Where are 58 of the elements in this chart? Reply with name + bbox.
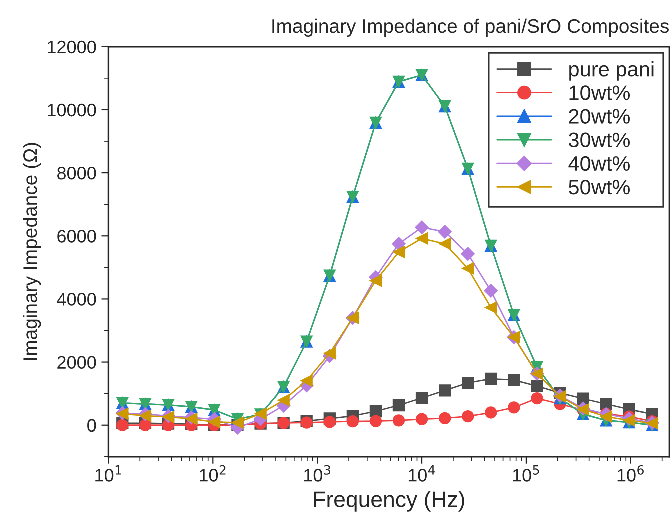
x-tick-label: 10$^{1}$ — [96, 466, 122, 482]
x-tick-label: 10$^{3}$ — [304, 465, 330, 482]
chart-title: Imaginary Impedance of pani/SrO Composites — [272, 18, 669, 38]
point — [600, 410, 612, 423]
point — [416, 413, 428, 426]
point — [439, 412, 452, 425]
y-tick-label: 10000 — [48, 104, 96, 117]
x-tick-label: 10$^{4}$ — [408, 466, 436, 482]
point — [508, 374, 520, 386]
point — [415, 220, 429, 235]
point — [392, 237, 406, 251]
legend-label: 50wt% — [569, 180, 630, 195]
point — [416, 392, 428, 404]
x-tick-label: 10$^{5}$ — [513, 466, 540, 482]
point — [462, 377, 474, 390]
legend-label: pure pani — [570, 61, 654, 81]
y-tick-label: 12000 — [48, 40, 96, 54]
point — [324, 347, 336, 360]
y-tick-label: 4000 — [57, 293, 96, 306]
point — [461, 247, 476, 262]
x-tick-label: 10$^{2}$ — [200, 465, 226, 482]
y-tick-label: 8000 — [58, 166, 96, 180]
x-axis-title: Frequency (Hz) — [314, 491, 464, 512]
legend-label: 40wt% — [568, 156, 630, 172]
y-tick-label: 0 — [88, 419, 96, 432]
point — [462, 410, 474, 423]
y-tick-label: 2000 — [58, 356, 96, 370]
y-tick-label: 6000 — [58, 230, 96, 243]
legend-label: 10wt% — [570, 86, 630, 100]
point — [439, 384, 452, 397]
point — [392, 399, 406, 412]
point — [139, 410, 152, 422]
point — [392, 414, 406, 427]
point — [485, 372, 498, 386]
point — [485, 302, 498, 314]
point — [232, 416, 244, 429]
point — [278, 394, 290, 407]
point — [462, 262, 474, 275]
point — [484, 284, 498, 298]
point — [438, 225, 452, 239]
y-axis-title: Imaginary Impedance (Ω) — [23, 143, 42, 360]
point — [508, 402, 520, 414]
point — [300, 374, 313, 387]
point — [346, 416, 360, 428]
point — [370, 274, 382, 287]
point — [577, 392, 590, 405]
legend-label: 20wt% — [569, 109, 630, 124]
point — [416, 232, 428, 245]
point — [531, 380, 544, 392]
point — [531, 392, 544, 405]
point — [324, 416, 336, 428]
point — [208, 416, 221, 428]
legend-label: 30wt% — [569, 132, 630, 148]
x-tick-label: 10$^{6}$ — [618, 465, 644, 482]
point — [370, 415, 382, 428]
point — [439, 238, 452, 250]
point — [485, 406, 498, 419]
point — [392, 246, 406, 258]
